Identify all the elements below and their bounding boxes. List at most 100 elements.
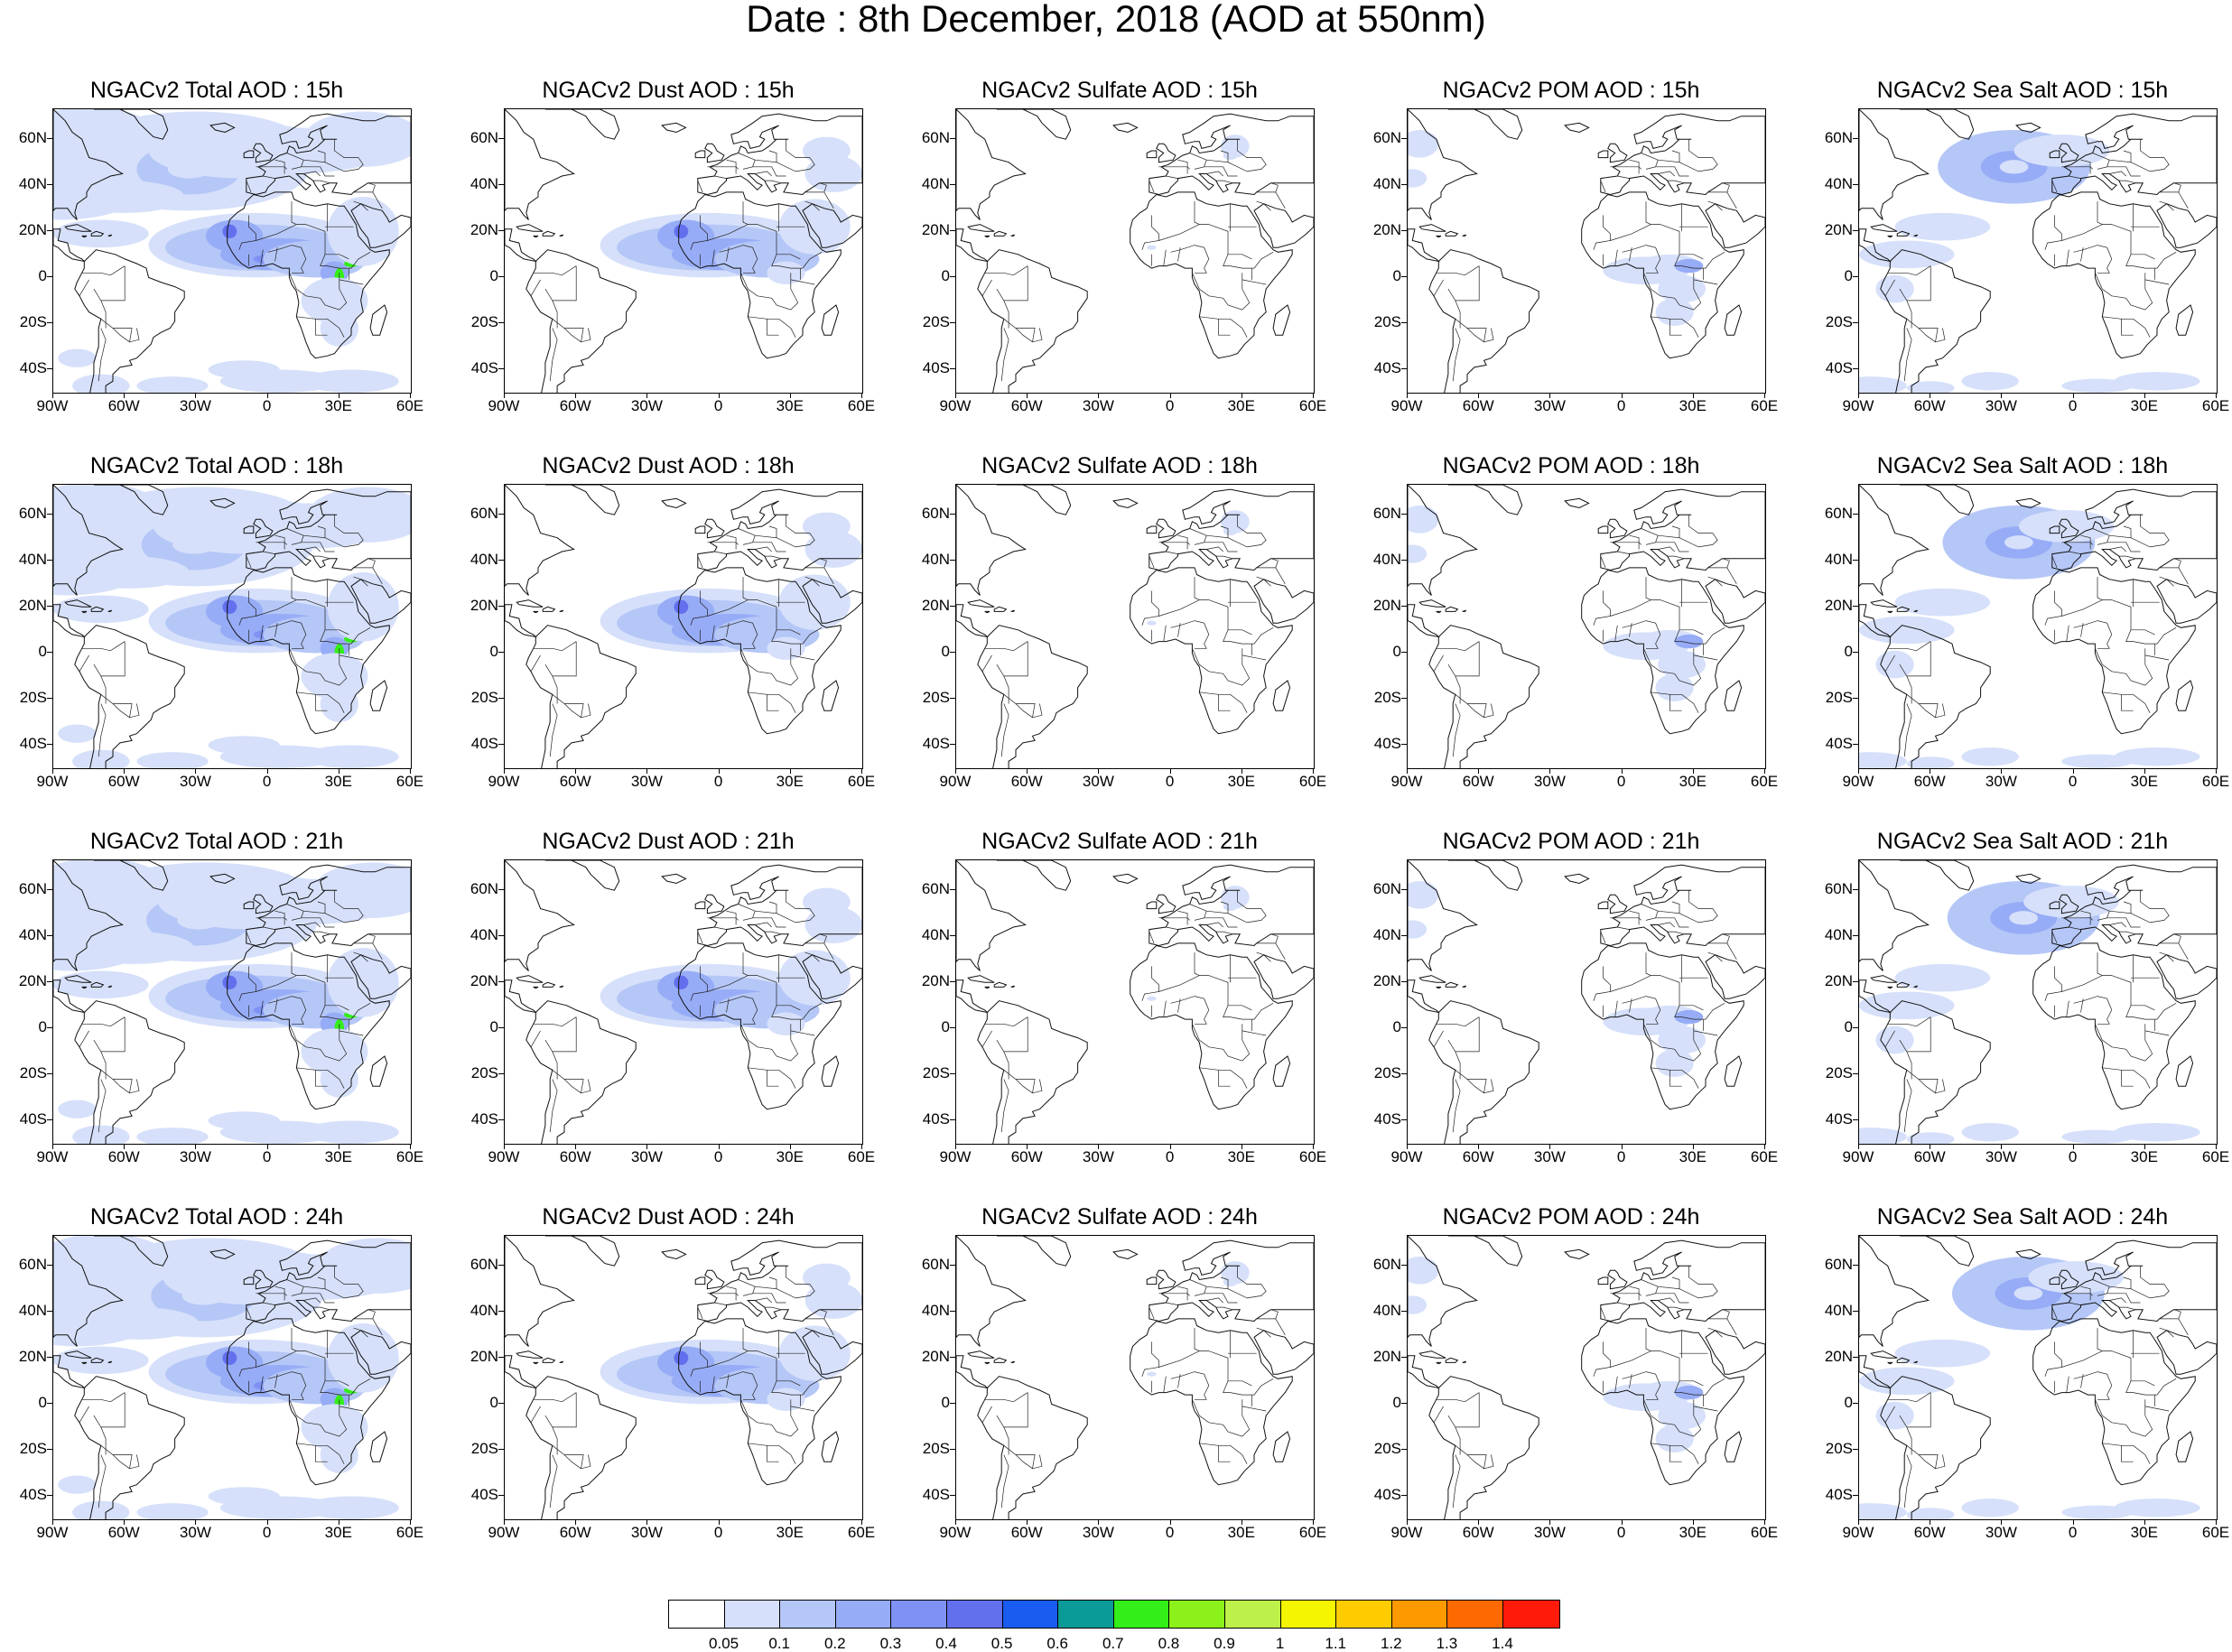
country-border-6 — [260, 249, 264, 266]
lat-label: 60N — [1824, 129, 1853, 147]
coastline-ireland — [2049, 1276, 2060, 1285]
country-border-1 — [1158, 975, 1274, 1020]
coastline-arabia — [1253, 579, 1314, 624]
country-border-7 — [2080, 998, 2084, 1013]
coastline-caribbean2 — [1445, 981, 1459, 988]
lon-label: 60E — [395, 1148, 424, 1165]
lon-tick — [410, 1519, 411, 1525]
lat-tick — [1853, 1357, 1858, 1359]
country-border-24 — [2092, 904, 2110, 921]
lat-label: 40N — [921, 926, 950, 944]
country-border-12 — [2144, 279, 2170, 285]
panel-title: NGACv2 Sulfate AOD : 15h — [981, 78, 1258, 103]
coastline-iceland — [2015, 1248, 2041, 1260]
lon-label: 30W — [630, 1524, 663, 1541]
lon-label: 0 — [2068, 397, 2078, 414]
country-border-1 — [2061, 224, 2177, 269]
lat-tick — [950, 935, 955, 937]
country-border-31 — [1149, 1306, 1155, 1320]
lon-tick — [789, 1519, 791, 1525]
country-border-29 — [372, 567, 383, 584]
lat-label: 40S — [1825, 1110, 1853, 1128]
lon-tick — [1764, 768, 1765, 774]
lon-tick — [1313, 393, 1314, 398]
coastline-caribbean2 — [1896, 1357, 1911, 1363]
country-border-7 — [2080, 247, 2084, 262]
coastline-madagascar — [821, 1431, 840, 1462]
lat-tick — [47, 276, 52, 278]
country-border-0 — [1141, 590, 1159, 626]
lon-tick — [1621, 768, 1623, 774]
coastline-africa — [2032, 567, 2196, 735]
country-border-16 — [996, 1392, 1028, 1428]
country-border-30 — [1256, 200, 1271, 211]
lat-tick — [1853, 322, 1858, 324]
country-border-12 — [2144, 1030, 2170, 1036]
country-border-32 — [1617, 1302, 1630, 1305]
coastline-madagascar — [1724, 304, 1743, 336]
lon-label: 60E — [847, 1524, 876, 1541]
country-border-10 — [2102, 691, 2151, 713]
country-border-26 — [755, 901, 777, 914]
country-border-16 — [1899, 641, 1931, 677]
aod-field-27 — [58, 724, 97, 743]
country-border-14 — [2131, 629, 2155, 636]
lon-tick — [1764, 393, 1765, 398]
lat-tick — [47, 698, 52, 700]
lon-label: 0 — [1165, 1524, 1175, 1541]
aod-field-26 — [72, 749, 130, 768]
aod-field-27 — [58, 1475, 97, 1494]
lat-tick — [498, 1495, 504, 1497]
country-border-28 — [1707, 182, 1730, 193]
coastline-iceland — [209, 873, 236, 885]
coastline-ireland — [243, 901, 255, 910]
coastline-iceland — [1564, 122, 1590, 134]
country-border-31 — [1149, 180, 1155, 193]
lon-tick — [2144, 1519, 2145, 1525]
lat-label: 20S — [470, 689, 498, 707]
lat-label: 40S — [19, 735, 47, 753]
country-border-29 — [2178, 1318, 2189, 1335]
lon-label: 30E — [2130, 1524, 2158, 1541]
colorbar-box — [1224, 1601, 1281, 1628]
country-border-15 — [1455, 1070, 1494, 1094]
lat-tick — [950, 184, 955, 186]
lon-label: 60W — [1913, 773, 1946, 790]
country-border-19 — [1903, 1454, 1912, 1508]
colorbar-box — [1502, 1601, 1559, 1628]
aod-field-3 — [2004, 535, 2033, 550]
lat-label: 20S — [922, 689, 950, 707]
aod-field-9 — [2114, 1499, 2200, 1517]
country-border-26 — [1206, 525, 1229, 539]
coastline-ireland — [1146, 1276, 1158, 1285]
country-border-32 — [263, 175, 275, 179]
country-border-1 — [1158, 224, 1274, 269]
coastline-northAmerica — [1859, 485, 1930, 596]
lat-label: 40N — [1824, 551, 1853, 569]
country-border-15 — [100, 1445, 140, 1470]
coastline-madagascar — [1272, 1431, 1291, 1462]
coastline-caribbean3 — [533, 986, 539, 989]
country-border-24 — [2092, 153, 2110, 170]
coastline-caribbean4 — [559, 985, 564, 988]
country-border-20 — [1884, 1030, 1895, 1047]
lon-tick — [1764, 1519, 1765, 1525]
country-border-3 — [2097, 1328, 2103, 1351]
lon-tick — [575, 1519, 577, 1525]
country-border-15 — [100, 694, 140, 719]
country-border-6 — [1163, 625, 1167, 642]
country-border-27 — [1227, 515, 1267, 548]
country-border-9 — [2095, 273, 2153, 311]
country-border-31 — [2051, 931, 2058, 944]
country-border-11 — [2121, 1070, 2134, 1087]
country-border-16 — [1899, 1016, 1931, 1053]
lat-tick — [498, 276, 504, 278]
country-border-6 — [1614, 1376, 1618, 1393]
country-border-25 — [301, 917, 335, 928]
country-border-30 — [1256, 576, 1271, 587]
country-border-10 — [1199, 1067, 1248, 1089]
lat-label: 60N — [1824, 880, 1853, 898]
coastline-caribbean1 — [1870, 224, 1898, 232]
country-border-15 — [1003, 694, 1043, 719]
lat-tick — [498, 981, 504, 983]
